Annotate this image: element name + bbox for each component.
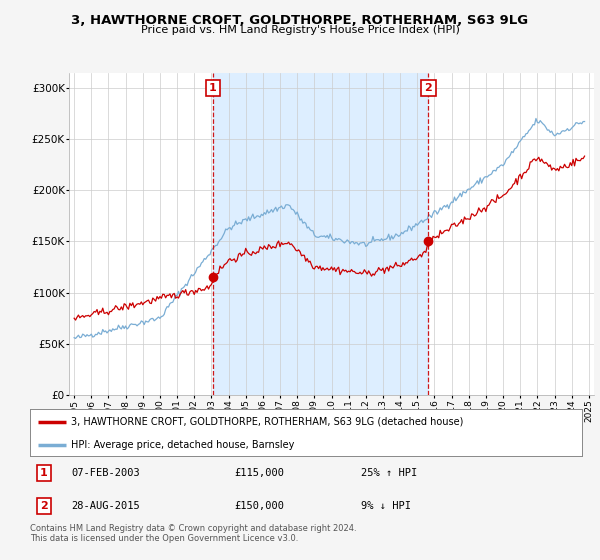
Text: 07-FEB-2003: 07-FEB-2003 — [71, 468, 140, 478]
Text: Contains HM Land Registry data © Crown copyright and database right 2024.
This d: Contains HM Land Registry data © Crown c… — [30, 524, 356, 543]
Text: 2: 2 — [425, 83, 433, 93]
Text: 3, HAWTHORNE CROFT, GOLDTHORPE, ROTHERHAM, S63 9LG: 3, HAWTHORNE CROFT, GOLDTHORPE, ROTHERHA… — [71, 14, 529, 27]
Text: 25% ↑ HPI: 25% ↑ HPI — [361, 468, 418, 478]
Bar — [213, 73, 428, 395]
Text: 1: 1 — [40, 468, 47, 478]
Text: 3, HAWTHORNE CROFT, GOLDTHORPE, ROTHERHAM, S63 9LG (detached house): 3, HAWTHORNE CROFT, GOLDTHORPE, ROTHERHA… — [71, 417, 464, 427]
Text: Price paid vs. HM Land Registry's House Price Index (HPI): Price paid vs. HM Land Registry's House … — [140, 25, 460, 35]
Text: £115,000: £115,000 — [234, 468, 284, 478]
Text: 2: 2 — [40, 501, 47, 511]
Text: HPI: Average price, detached house, Barnsley: HPI: Average price, detached house, Barn… — [71, 440, 295, 450]
Text: 28-AUG-2015: 28-AUG-2015 — [71, 501, 140, 511]
Text: 1: 1 — [209, 83, 217, 93]
Text: 9% ↓ HPI: 9% ↓ HPI — [361, 501, 411, 511]
Text: £150,000: £150,000 — [234, 501, 284, 511]
